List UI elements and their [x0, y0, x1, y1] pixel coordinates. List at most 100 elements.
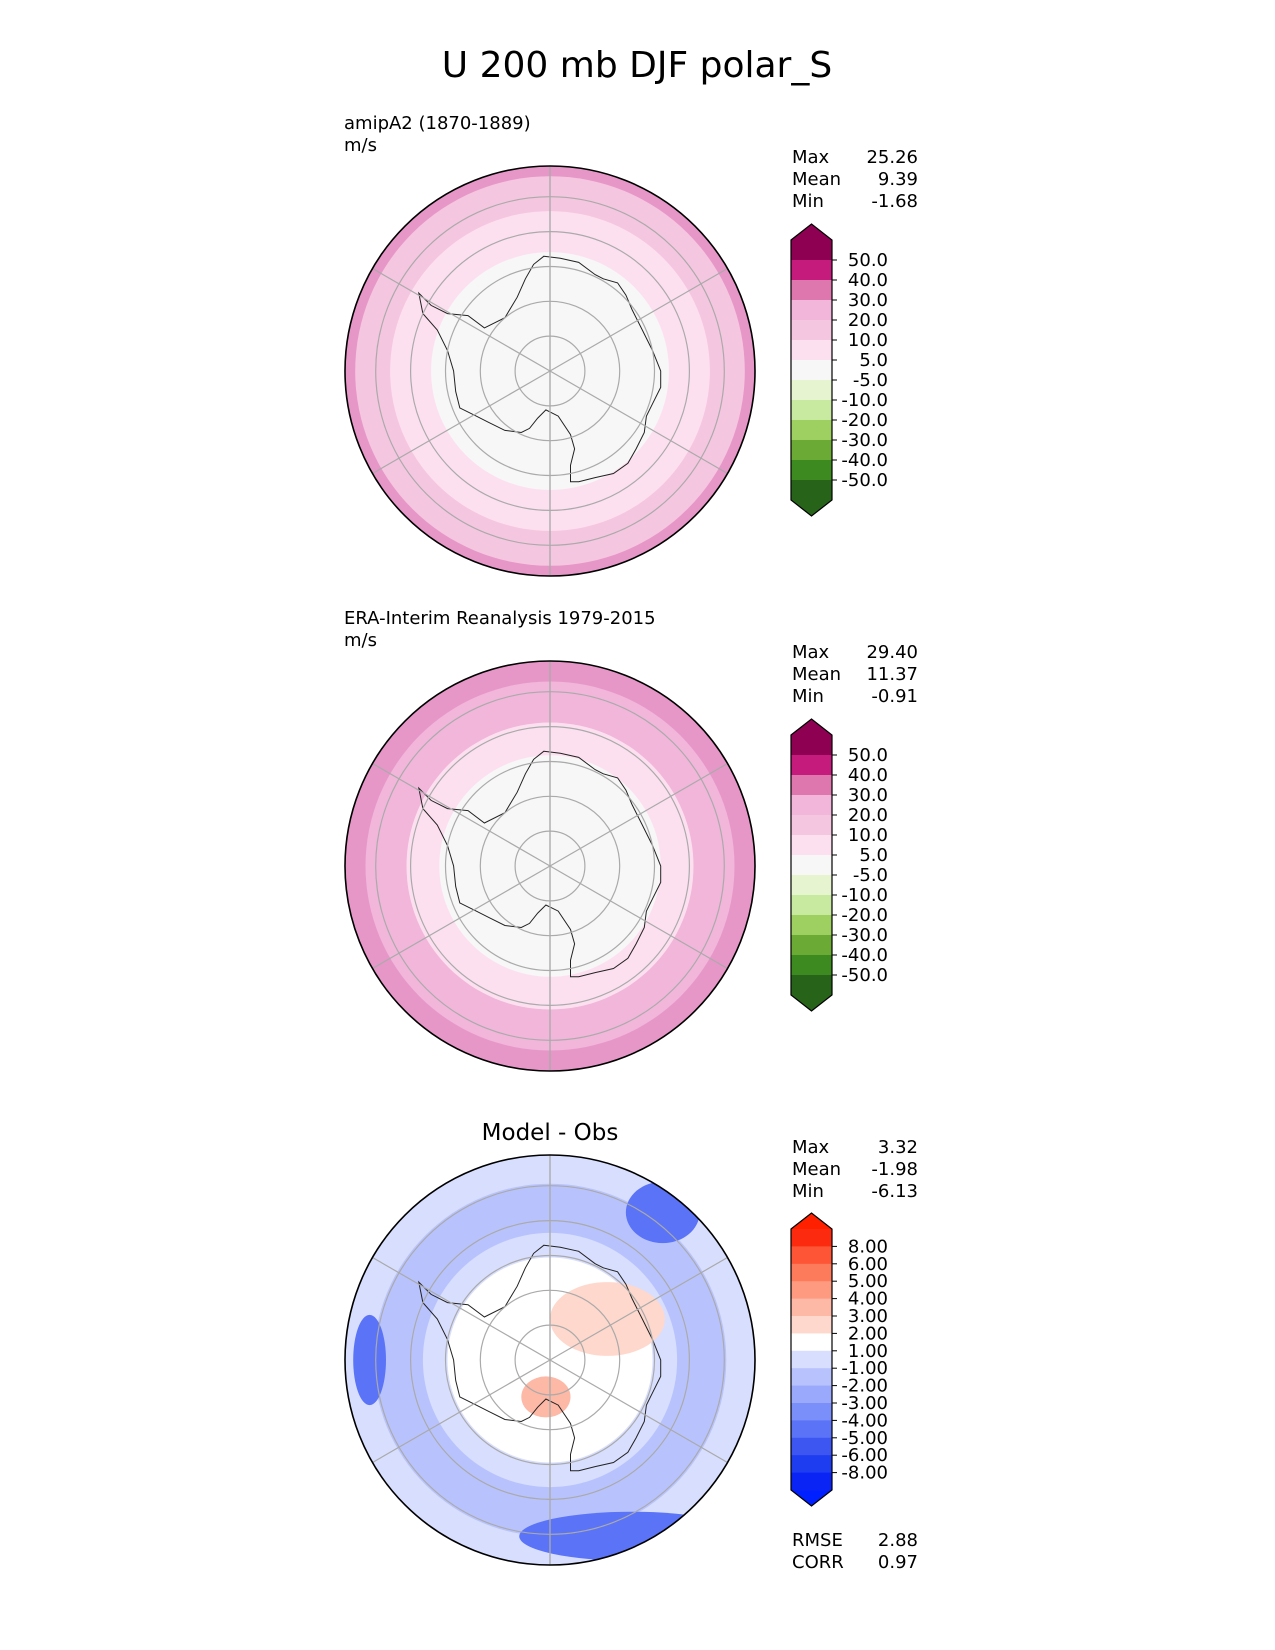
panel-reference: ERA-Interim Reanalysis 1979-2015 m/s Max…: [344, 608, 918, 1072]
longitude-line-5: [549, 267, 728, 372]
stat-label: Max: [792, 147, 830, 168]
metric-label: RMSE: [792, 1530, 843, 1551]
stat-label: Mean: [792, 664, 841, 685]
coastline: [417, 750, 662, 978]
colorbar-tick-label: -10.0: [841, 885, 888, 906]
colorbar-segment: [791, 340, 832, 361]
stat-label: Min: [792, 191, 824, 212]
colorbar-segment: [791, 1437, 832, 1456]
colorbar-extend-bottom: [791, 500, 832, 516]
stat-value: -6.13: [871, 1181, 918, 1202]
colorbar-outline: [790, 223, 833, 517]
panel-test-title: amipA2 (1870-1889): [344, 113, 531, 134]
colorbar-segment: [791, 735, 832, 756]
colorbar-segment: [791, 1455, 832, 1474]
panel-reference-colorbar: 50.040.030.020.010.05.0-5.0-10.0-20.0-30…: [790, 718, 888, 1012]
colorbar-segment: [791, 300, 832, 321]
map-anomaly-pos-center: [521, 1376, 571, 1418]
colorbar-tick-label: -50.0: [841, 965, 888, 986]
stat-value: -0.91: [871, 686, 918, 707]
colorbar-tick-label: -40.0: [841, 450, 888, 471]
longitude-line-2: [372, 865, 551, 970]
longitude-line-5: [549, 1256, 728, 1361]
stat-value: 25.26: [866, 147, 918, 168]
colorbar-tick-label: 8.00: [848, 1236, 888, 1257]
colorbar-tick-label: -3.00: [841, 1393, 888, 1414]
colorbar-extend-top: [791, 719, 832, 735]
longitude-line-0: [549, 1359, 728, 1464]
stat-value: 3.32: [878, 1137, 918, 1158]
colorbar-segment: [791, 975, 832, 996]
colorbar-segment: [791, 835, 832, 856]
colorbar-extend-bottom: [791, 1490, 832, 1506]
colorbar-segment: [791, 380, 832, 401]
colorbar-segment: [791, 260, 832, 281]
colorbar-tick-label: 5.00: [848, 1271, 888, 1292]
colorbar-tick-label: -2.00: [841, 1376, 888, 1397]
longitude-line-3: [372, 762, 551, 867]
colorbar-segment: [791, 935, 832, 956]
panel-difference: Model - Obs Max 3.32 Mean -1.98 Min -6.13 RMS…: [344, 1120, 918, 1573]
stat-value: -1.98: [871, 1159, 918, 1180]
colorbar-extend-bottom: [791, 995, 832, 1011]
colorbar-segment: [791, 1246, 832, 1265]
colorbar-tick-label: -8.00: [841, 1463, 888, 1484]
colorbar-tick-label: 10.0: [848, 825, 888, 846]
colorbar-segment: [791, 420, 832, 441]
colorbar-segment: [791, 1281, 832, 1300]
colorbar-tick-label: 50.0: [848, 250, 888, 271]
colorbar-tick-label: -10.0: [841, 390, 888, 411]
panel-difference-graticule: [344, 1154, 756, 1566]
colorbar-segment: [791, 1472, 832, 1491]
colorbar-segment: [791, 895, 832, 916]
colorbar-tick-label: 20.0: [848, 310, 888, 331]
panel-difference-stats: Max 3.32 Mean -1.98 Min -6.13: [792, 1137, 918, 1202]
colorbar-segment: [791, 875, 832, 896]
colorbar-tick-label: 40.0: [848, 765, 888, 786]
colorbar-segment: [791, 480, 832, 501]
map-boundary: [344, 1154, 756, 1566]
figure-title: U 200 mb DJF polar_S: [442, 45, 832, 86]
longitude-line-3: [372, 1256, 551, 1361]
stat-value: 9.39: [878, 169, 918, 190]
colorbar-extend-top: [791, 224, 832, 240]
panel-reference-title: ERA-Interim Reanalysis 1979-2015: [344, 608, 656, 629]
colorbar-tick-label: -20.0: [841, 410, 888, 431]
longitude-line-0: [549, 370, 728, 475]
colorbar-tick-label: -5.0: [853, 865, 888, 886]
colorbar-outline: [790, 1212, 833, 1507]
map-anomaly-neg-north: [625, 1181, 700, 1244]
colorbar-tick-label: 5.0: [859, 845, 888, 866]
colorbar-tick-label: 20.0: [848, 805, 888, 826]
colorbar-segment: [791, 815, 832, 836]
colorbar-segment: [791, 460, 832, 481]
colorbar-tick-label: -4.00: [841, 1410, 888, 1431]
panel-reference-graticule: [344, 660, 756, 1072]
stat-label: Mean: [792, 1159, 841, 1180]
panel-test-units: m/s: [344, 135, 377, 156]
colorbar-segment: [791, 1368, 832, 1387]
colorbar-segment: [791, 280, 832, 301]
stat-label: Max: [792, 642, 830, 663]
panel-difference-title: Model - Obs: [482, 1120, 619, 1146]
colorbar-tick-label: 2.00: [848, 1323, 888, 1344]
colorbar-tick-label: 50.0: [848, 745, 888, 766]
map-boundary: [344, 165, 756, 577]
stat-value: 11.37: [866, 664, 918, 685]
colorbar-segment: [791, 955, 832, 976]
colorbar-segment: [791, 1263, 832, 1282]
longitude-line-0: [549, 865, 728, 970]
colorbar-tick-label: 30.0: [848, 785, 888, 806]
colorbar-segment: [791, 320, 832, 341]
stat-label: Max: [792, 1137, 830, 1158]
colorbar-segment: [791, 1403, 832, 1421]
coastline: [417, 1244, 662, 1472]
longitude-line-2: [372, 370, 551, 475]
colorbar-segment: [791, 855, 832, 876]
colorbar-tick-label: -1.00: [841, 1358, 888, 1379]
colorbar-segment: [791, 440, 832, 461]
panel-reference-stats: Max 29.40 Mean 11.37 Min -0.91: [792, 642, 918, 707]
panel-difference-metrics: RMSE 2.88 CORR 0.97: [792, 1530, 918, 1573]
colorbar-tick-label: -5.0: [853, 370, 888, 391]
colorbar-tick-label: -5.00: [841, 1428, 888, 1449]
